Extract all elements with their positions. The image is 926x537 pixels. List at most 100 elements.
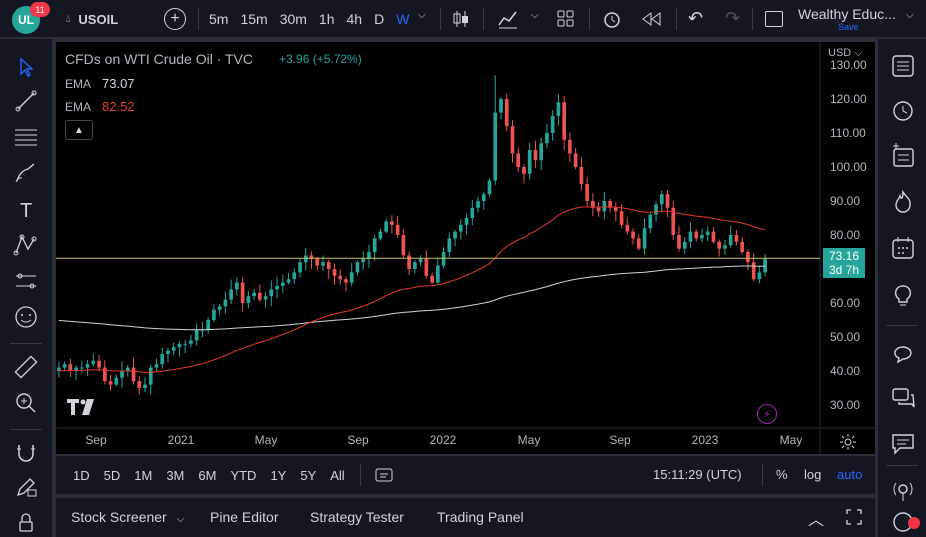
divider [10, 429, 42, 430]
fullscreen-icon[interactable] [765, 11, 783, 27]
chart-pane[interactable]: 30.0040.0050.0060.0070.0080.0090.00100.0… [56, 42, 875, 454]
ruler-icon[interactable] [12, 353, 40, 381]
range-1d[interactable]: 1D [73, 467, 90, 483]
fib-retracement-icon[interactable] [12, 123, 40, 151]
save-label[interactable]: Save [838, 22, 859, 32]
x-tick-label: May [780, 433, 803, 447]
candle-body [585, 184, 589, 201]
text-icon[interactable]: T [12, 195, 40, 223]
interval-15m[interactable]: 15m [240, 11, 268, 27]
utc-clock[interactable]: 15:11:29 (UTC) [653, 467, 742, 482]
compare-plus-icon[interactable]: + [164, 8, 186, 30]
range-ytd[interactable]: YTD [230, 467, 257, 483]
maximize-panel-icon[interactable] [846, 509, 862, 525]
interval-d[interactable]: D [374, 11, 385, 27]
chevron-down-icon[interactable]: ⌵ [418, 10, 426, 21]
candle-body [217, 306, 222, 310]
settings-gear-icon[interactable] [840, 434, 856, 450]
interval-1h[interactable]: 1h [318, 11, 335, 27]
magnet-icon[interactable] [12, 439, 40, 467]
candle-body [700, 235, 704, 239]
alarm-clock-icon[interactable] [890, 97, 916, 123]
interval-30m[interactable]: 30m [279, 11, 307, 27]
x-tick-label: May [255, 433, 278, 447]
price-chart[interactable]: 30.0040.0050.0060.0070.0080.0090.00100.0… [56, 42, 875, 454]
divider [762, 464, 763, 486]
tradingview-logo [67, 398, 99, 421]
collapse-legend-button[interactable]: ▲ [65, 120, 93, 140]
candle-body [166, 350, 170, 354]
candle-body [275, 286, 279, 290]
chevron-down-icon[interactable]: ⌵ [531, 10, 539, 21]
tab-strategy-tester[interactable]: Strategy Tester [310, 509, 404, 525]
ema-label-1: EMA [65, 77, 92, 91]
notification-badge: 11 [30, 2, 50, 17]
ideas-lightbulb-icon[interactable] [890, 283, 916, 309]
streams-icon[interactable] [890, 339, 916, 365]
tab-trading-panel[interactable]: Trading Panel [437, 509, 524, 525]
collapse-panel-icon[interactable]: ︿ [808, 512, 825, 529]
interval-5m[interactable]: 5m [209, 11, 229, 27]
x-tick-label: Sep [609, 433, 631, 447]
calendar-icon[interactable] [890, 235, 916, 261]
indicators-icon[interactable] [497, 9, 519, 29]
interval-4h[interactable]: 4h [346, 11, 363, 27]
currency-label[interactable]: USD ⌵ [828, 47, 863, 59]
candle-body [395, 224, 400, 235]
candle-body [418, 258, 423, 263]
hotlist-fire-icon[interactable] [890, 189, 916, 215]
prediction-icon[interactable] [12, 267, 40, 295]
candles-icon[interactable] [451, 9, 471, 29]
chats-icon[interactable] [890, 385, 916, 411]
redo-icon[interactable]: ↷ [725, 8, 741, 28]
interval-group: 5m 15m 30m 1h 4h D W [203, 0, 415, 38]
undo-icon[interactable]: ↶ [688, 8, 704, 28]
widget-toolbar [878, 39, 926, 537]
layout-grid-icon[interactable] [556, 9, 576, 29]
alert-clock-icon[interactable] [601, 8, 623, 30]
tab-stock-screener[interactable]: Stock Screener ⌵ [71, 509, 185, 525]
watchlist-icon[interactable] [890, 53, 916, 79]
range-all[interactable]: All [330, 467, 345, 483]
pattern-icon[interactable] [12, 231, 40, 259]
emoji-icon[interactable] [12, 303, 40, 331]
zoom-in-icon[interactable] [12, 389, 40, 417]
goto-date-icon[interactable] [375, 467, 393, 483]
candle-body [659, 194, 664, 205]
brush-icon[interactable] [12, 159, 40, 187]
range-1m[interactable]: 1M [134, 467, 153, 483]
layout-name[interactable]: Wealthy Educ... [798, 6, 896, 22]
log-toggle[interactable]: log [804, 467, 822, 482]
range-6m[interactable]: 6M [198, 467, 217, 483]
tab-pine-editor[interactable]: Pine Editor [210, 509, 279, 525]
broadcast-icon[interactable] [890, 477, 916, 503]
auto-toggle[interactable]: auto [837, 467, 863, 482]
cursor-icon[interactable] [12, 53, 40, 81]
lock-icon[interactable] [12, 509, 40, 537]
range-5d[interactable]: 5D [103, 467, 121, 483]
range-5y[interactable]: 5Y [300, 467, 317, 483]
range-3m[interactable]: 3M [166, 467, 185, 483]
candle-body [68, 364, 73, 371]
ema-slow-line [58, 265, 766, 331]
trend-line-icon[interactable] [12, 87, 40, 115]
candle-body [131, 367, 136, 382]
percent-toggle[interactable]: % [776, 467, 788, 482]
candle-body [125, 367, 130, 371]
add-list-icon[interactable] [890, 143, 916, 169]
candle-body [240, 282, 245, 303]
candle-body [91, 360, 96, 365]
candle-body [246, 296, 251, 303]
chevron-down-icon[interactable]: ⌵ [906, 10, 914, 21]
interval-w[interactable]: W [396, 11, 410, 27]
candle-body [579, 167, 584, 184]
replay-icon[interactable] [641, 9, 663, 29]
symbol-search[interactable]: 💧︎ USOIL [66, 0, 118, 38]
pencil-lock-icon[interactable] [12, 473, 40, 501]
divider [886, 325, 918, 326]
range-1y[interactable]: 1Y [270, 467, 287, 483]
legend-title: CFDs on WTI Crude Oil · TVC [65, 51, 253, 67]
lightning-icon[interactable]: ⚡︎ [757, 404, 777, 424]
messages-icon[interactable] [890, 431, 916, 457]
candle-body [539, 143, 544, 161]
